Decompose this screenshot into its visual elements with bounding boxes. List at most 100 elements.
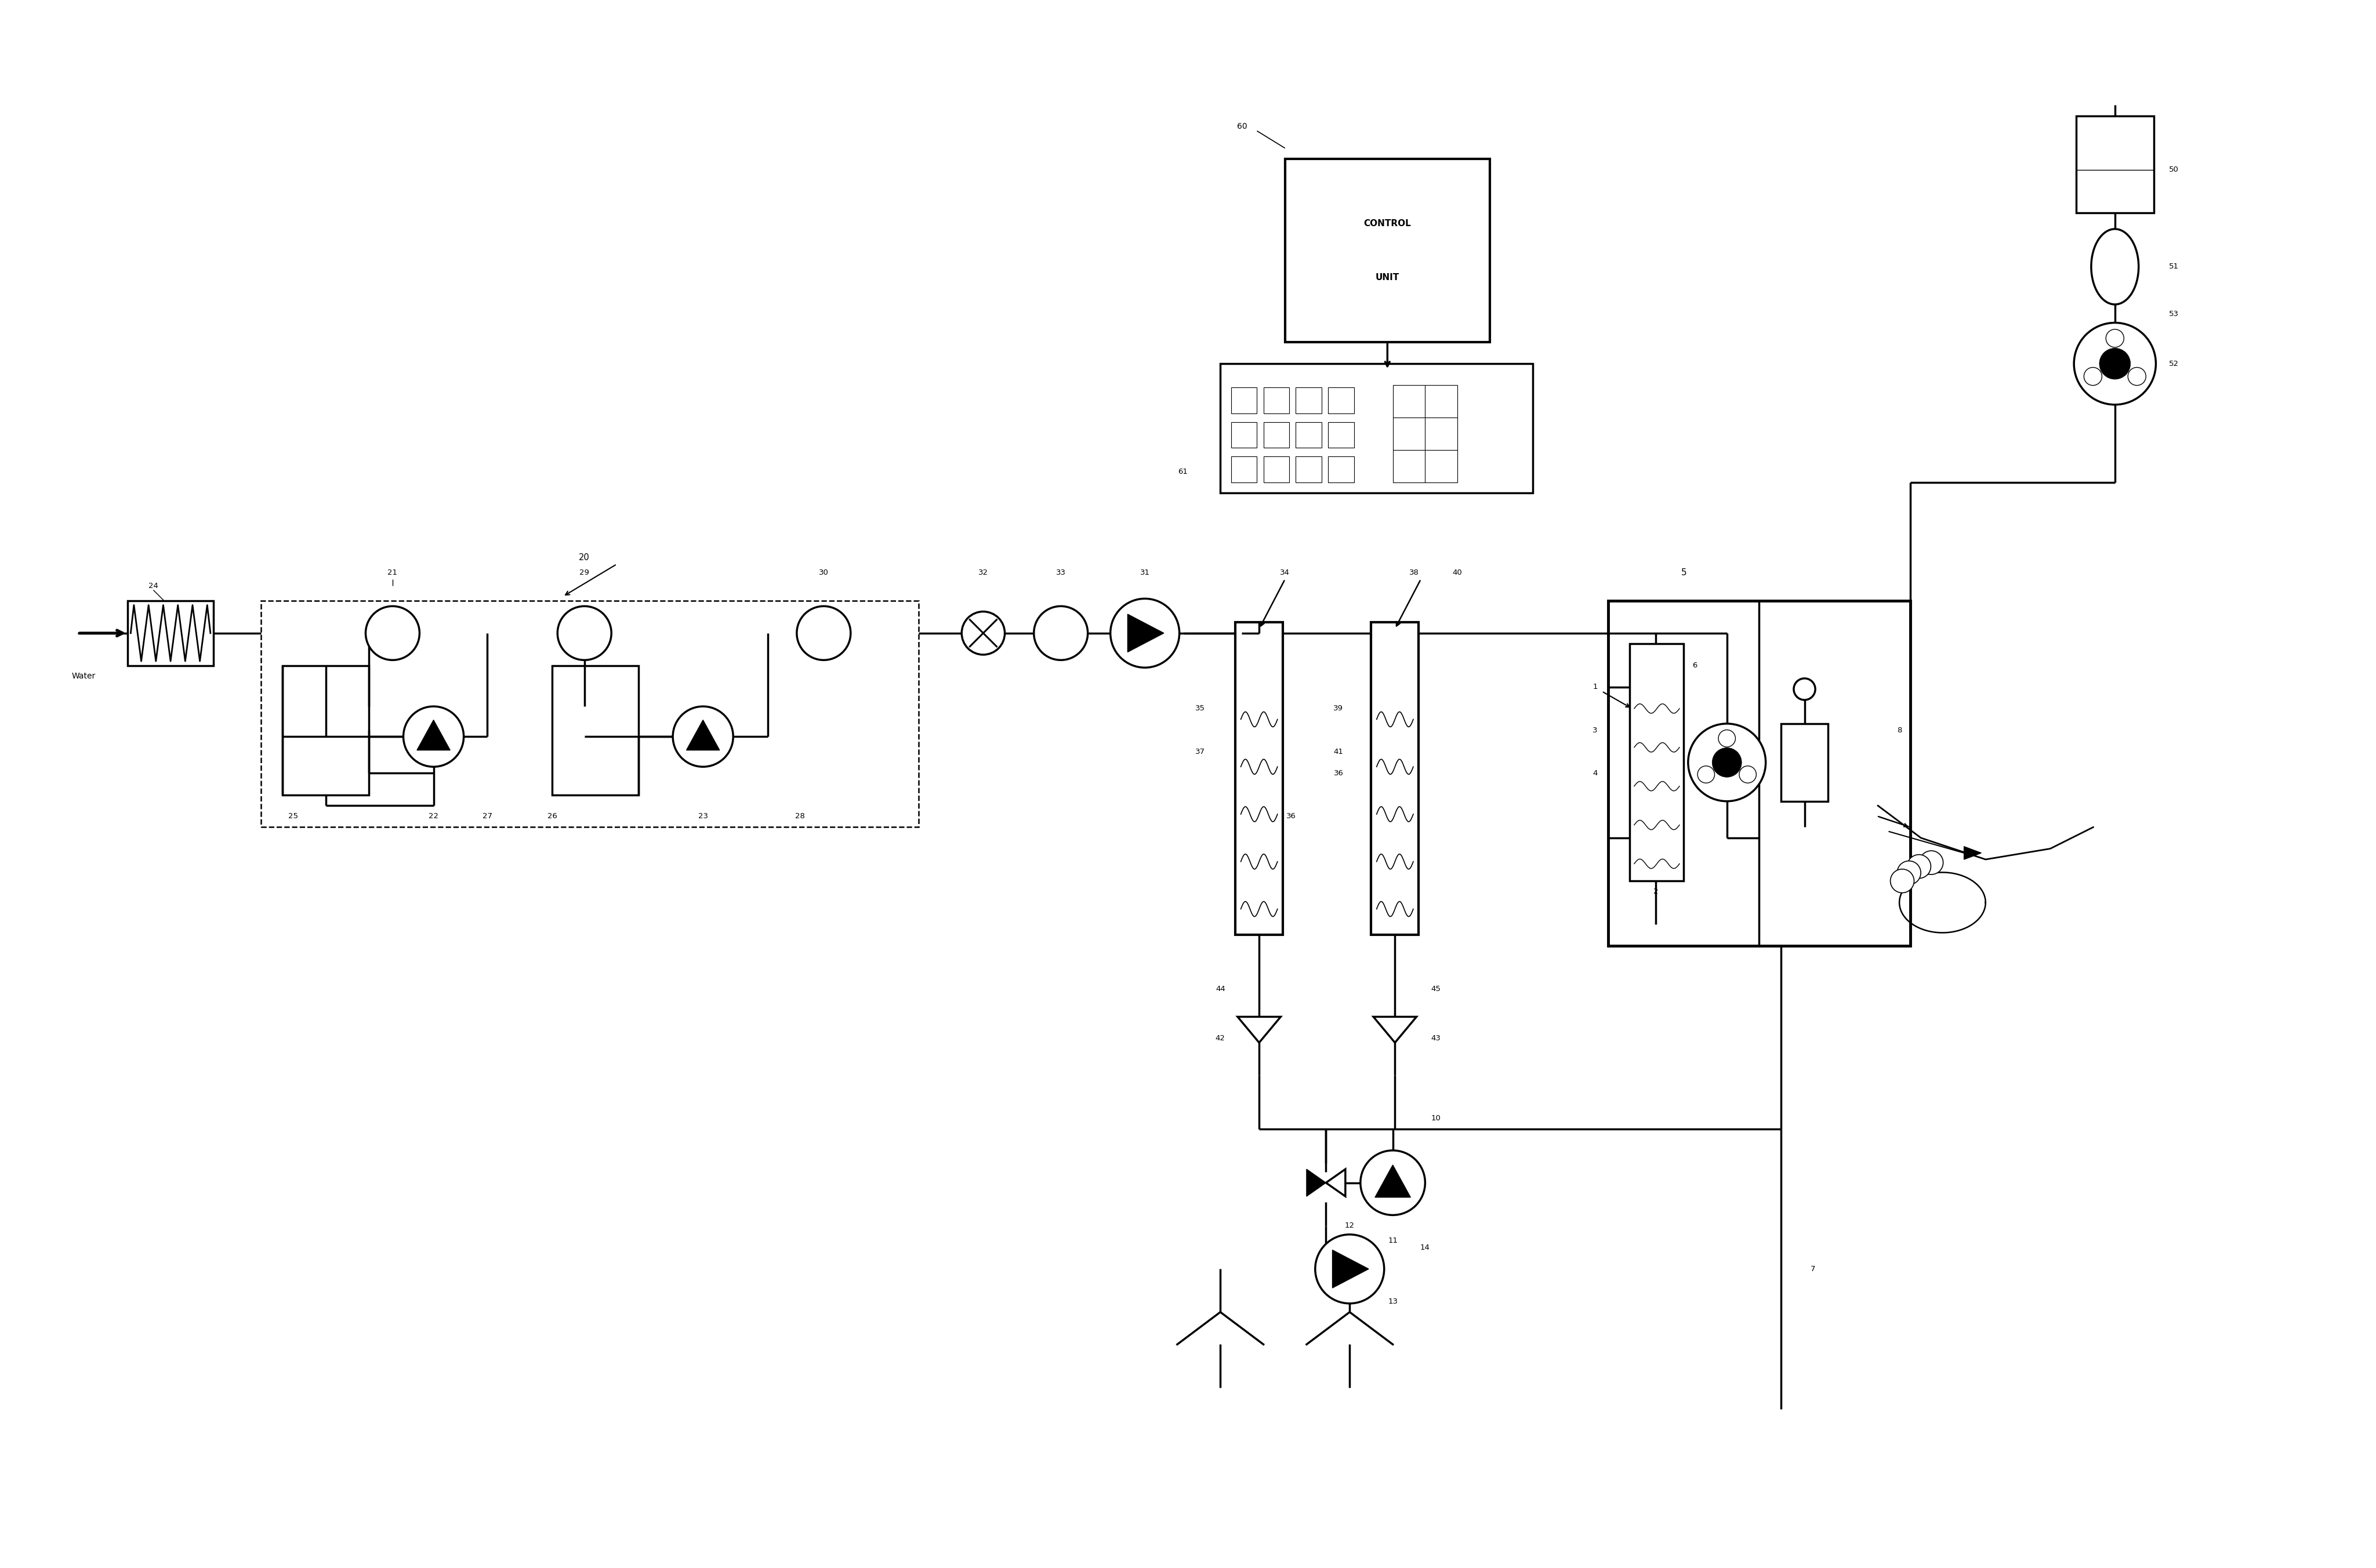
Circle shape <box>1696 765 1715 782</box>
Circle shape <box>1316 1234 1385 1303</box>
Polygon shape <box>1376 1165 1411 1198</box>
Polygon shape <box>1238 1016 1281 1043</box>
Text: 40: 40 <box>1452 569 1461 577</box>
Text: 24: 24 <box>147 582 159 590</box>
Text: 20: 20 <box>580 554 589 561</box>
Text: γ: γ <box>390 632 394 638</box>
Text: 25: 25 <box>287 812 299 820</box>
Text: 41: 41 <box>1333 748 1342 756</box>
Circle shape <box>2084 367 2103 386</box>
Bar <box>1328 387 1354 414</box>
Text: 2: 2 <box>1654 887 1658 895</box>
Bar <box>2077 116 2153 213</box>
Text: 1: 1 <box>1592 684 1597 691</box>
Circle shape <box>2105 329 2124 348</box>
Text: 60: 60 <box>1238 122 1247 130</box>
Text: 37: 37 <box>1195 748 1205 756</box>
Circle shape <box>1891 869 1915 892</box>
Bar <box>1371 622 1418 935</box>
Bar <box>1780 724 1827 801</box>
Circle shape <box>1920 851 1944 875</box>
Circle shape <box>2074 323 2155 405</box>
Text: 8: 8 <box>1896 726 1901 734</box>
Text: 53: 53 <box>2169 310 2179 318</box>
Text: 36: 36 <box>1333 770 1345 778</box>
Text: 12: 12 <box>1345 1221 1354 1229</box>
Polygon shape <box>1965 847 1982 859</box>
Text: 21: 21 <box>387 569 397 577</box>
Circle shape <box>1034 607 1088 660</box>
Text: 36: 36 <box>1285 812 1297 820</box>
Text: 22: 22 <box>428 812 440 820</box>
Bar <box>1285 158 1490 342</box>
Text: CONTROL: CONTROL <box>1364 220 1411 227</box>
Bar <box>1328 456 1354 483</box>
Circle shape <box>962 612 1005 655</box>
Text: 3: 3 <box>1592 726 1597 734</box>
Text: 50: 50 <box>2169 166 2179 174</box>
Circle shape <box>1896 861 1920 884</box>
Bar <box>1264 387 1290 414</box>
Bar <box>1609 601 1910 946</box>
Text: 61: 61 <box>1178 467 1188 475</box>
Circle shape <box>2129 367 2146 386</box>
Polygon shape <box>687 720 720 750</box>
Circle shape <box>558 607 611 660</box>
Circle shape <box>1718 729 1734 746</box>
Ellipse shape <box>2091 229 2138 304</box>
Text: 23: 23 <box>699 812 708 820</box>
Text: 14: 14 <box>1421 1243 1430 1251</box>
Bar <box>1231 387 1257 414</box>
Bar <box>1295 456 1321 483</box>
Circle shape <box>1739 765 1756 782</box>
Text: γ: γ <box>822 632 824 638</box>
Text: 51: 51 <box>2169 263 2179 270</box>
Bar <box>1295 422 1321 448</box>
Bar <box>1264 456 1290 483</box>
Text: 43: 43 <box>1430 1035 1440 1043</box>
Bar <box>1236 622 1283 935</box>
Bar <box>1221 364 1533 492</box>
Text: 4: 4 <box>1592 770 1597 778</box>
Text: 31: 31 <box>1140 569 1150 577</box>
Circle shape <box>1361 1151 1426 1215</box>
Text: 13: 13 <box>1388 1298 1397 1305</box>
Text: 10: 10 <box>1430 1115 1440 1121</box>
Text: 6: 6 <box>1692 662 1696 670</box>
Circle shape <box>796 607 851 660</box>
Text: γ: γ <box>582 632 587 638</box>
Text: 45: 45 <box>1430 985 1440 993</box>
Text: Water: Water <box>71 673 95 681</box>
Text: 7: 7 <box>1811 1265 1815 1273</box>
Text: 44: 44 <box>1217 985 1226 993</box>
Text: 33: 33 <box>1055 569 1067 577</box>
Text: 11: 11 <box>1388 1237 1397 1245</box>
Text: UNIT: UNIT <box>1376 273 1399 282</box>
Bar <box>1231 456 1257 483</box>
Polygon shape <box>1326 1170 1345 1196</box>
Circle shape <box>1713 748 1742 778</box>
Text: γ: γ <box>1060 632 1062 638</box>
Circle shape <box>1908 855 1932 878</box>
Text: 38: 38 <box>1409 569 1418 577</box>
Text: 34: 34 <box>1281 569 1290 577</box>
Bar <box>551 665 639 795</box>
Bar <box>261 601 920 826</box>
Bar <box>1392 386 1456 483</box>
Polygon shape <box>1129 615 1164 652</box>
Bar <box>283 665 368 795</box>
Text: 30: 30 <box>820 569 829 577</box>
Polygon shape <box>1307 1170 1326 1196</box>
Text: 32: 32 <box>979 569 988 577</box>
Bar <box>1264 422 1290 448</box>
Bar <box>1231 422 1257 448</box>
Bar <box>1295 387 1321 414</box>
Text: 26: 26 <box>546 812 556 820</box>
Text: 27: 27 <box>482 812 492 820</box>
Circle shape <box>672 707 734 767</box>
Text: 39: 39 <box>1333 704 1342 712</box>
Circle shape <box>404 707 463 767</box>
Circle shape <box>1687 724 1765 801</box>
Text: 35: 35 <box>1195 704 1205 712</box>
Polygon shape <box>1333 1250 1369 1287</box>
